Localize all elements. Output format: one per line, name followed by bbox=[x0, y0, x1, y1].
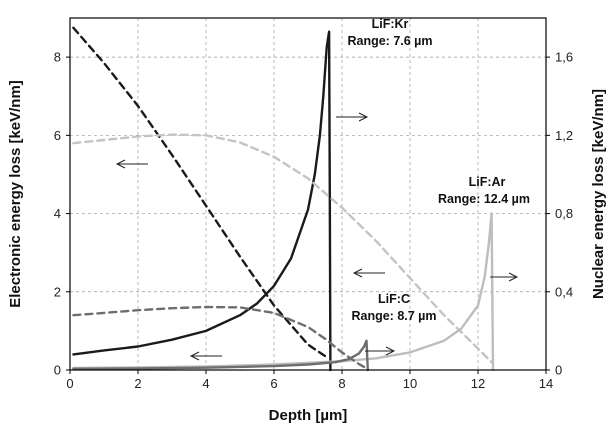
series-line bbox=[72, 30, 332, 372]
x-tick-label: 8 bbox=[338, 376, 345, 391]
y-right-tick-label: 0,4 bbox=[555, 284, 573, 299]
arrow-right-ar-head bbox=[508, 272, 519, 282]
y-axis-title-right: Nuclear energy loss [keV/nm] bbox=[590, 89, 607, 299]
x-tick-label: 2 bbox=[134, 376, 141, 391]
arrow-left-c-head bbox=[189, 351, 200, 361]
series-line bbox=[72, 339, 369, 372]
grid-lines bbox=[70, 18, 546, 370]
series-line bbox=[72, 26, 330, 360]
arrow-left-ar-head bbox=[352, 268, 363, 278]
x-tick-label: 6 bbox=[270, 376, 277, 391]
arrow-left-kr-head bbox=[115, 159, 126, 169]
series-line bbox=[72, 133, 493, 364]
y-right-tick-label: 0,8 bbox=[555, 206, 573, 221]
annotation-ar-label: LiF:Ar bbox=[469, 175, 506, 189]
annotation-kr-range: Range: 7.6 µm bbox=[347, 34, 432, 48]
y-left-tick-label: 8 bbox=[54, 50, 61, 65]
series-line bbox=[72, 212, 495, 372]
annotation-kr-label: LiF:Kr bbox=[372, 17, 409, 31]
y-left-tick-label: 2 bbox=[54, 284, 61, 299]
series-layer bbox=[72, 26, 495, 372]
x-tick-label: 4 bbox=[202, 376, 209, 391]
plot-frame bbox=[69, 17, 547, 371]
x-tick-label: 14 bbox=[539, 376, 553, 391]
arrow-right-kr-head bbox=[358, 112, 369, 122]
y-left-tick-label: 0 bbox=[54, 363, 61, 378]
annotation-c-label: LiF:C bbox=[378, 292, 410, 306]
y-right-tick-label: 1,6 bbox=[555, 50, 573, 65]
x-tick-label: 0 bbox=[66, 376, 73, 391]
x-tick-label: 12 bbox=[471, 376, 485, 391]
arrow-layer bbox=[115, 112, 519, 361]
y-left-tick-label: 4 bbox=[54, 206, 61, 221]
arrow-right-c-head bbox=[385, 346, 396, 356]
y-axis-title-left: Electronic energy loss [keV/nm] bbox=[7, 80, 24, 308]
series-line bbox=[72, 305, 367, 370]
annotation-ar-range: Range: 12.4 µm bbox=[438, 192, 530, 206]
y-right-tick-label: 0 bbox=[555, 363, 562, 378]
annotation-c-range: Range: 8.7 µm bbox=[351, 309, 436, 323]
x-tick-label: 10 bbox=[403, 376, 417, 391]
x-axis-title: Depth [µm] bbox=[269, 407, 348, 424]
y-left-tick-label: 6 bbox=[54, 128, 61, 143]
y-right-tick-label: 1,2 bbox=[555, 128, 573, 143]
